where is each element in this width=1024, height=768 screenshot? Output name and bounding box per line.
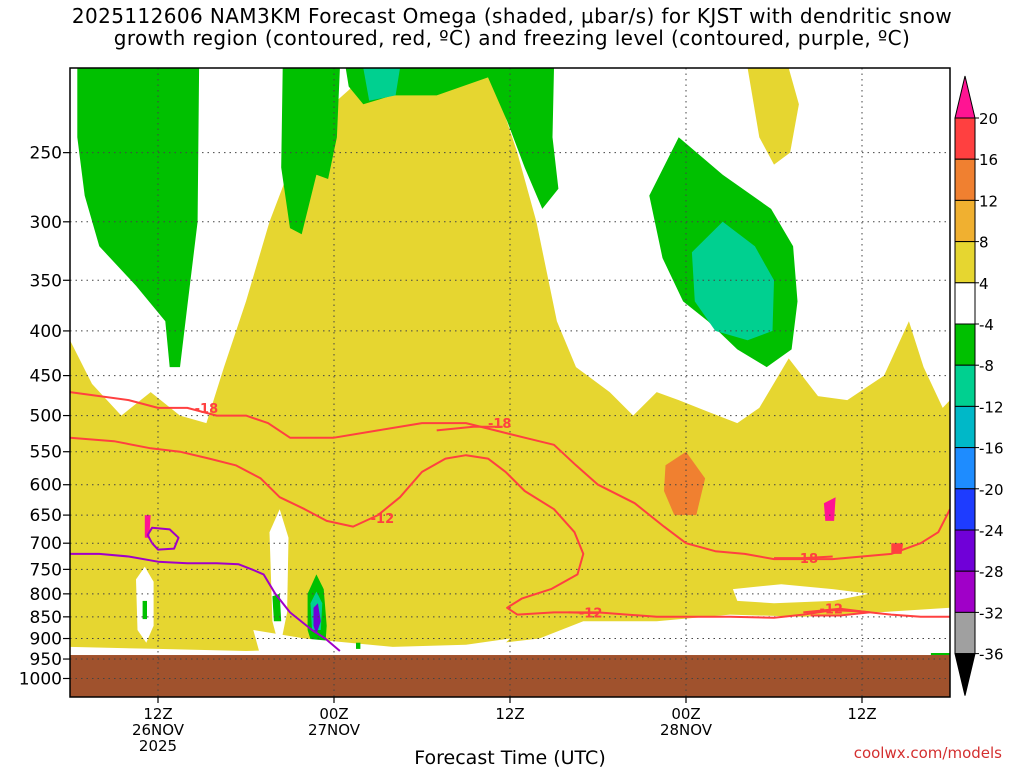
contour-label-3: -12 xyxy=(371,512,395,527)
y-tick-label-7: 600 xyxy=(30,476,62,496)
colorbar-segment-10 xyxy=(954,529,976,572)
colorbar-label-5: -4 xyxy=(979,316,994,334)
contour-line-5 xyxy=(803,607,871,617)
colorbar-segment-12 xyxy=(954,611,976,655)
x-tick-label-2-0: 12Z xyxy=(495,705,524,723)
y-tick-label-9: 700 xyxy=(30,534,62,554)
colorbar-segment-3 xyxy=(954,241,976,284)
y-tick-label-13: 900 xyxy=(30,630,62,650)
colorbar-label-11: -28 xyxy=(979,563,1004,581)
shaded-region-22 xyxy=(664,451,706,516)
colorbar-label-2: 12 xyxy=(979,192,998,210)
shaded-region-26 xyxy=(356,642,361,649)
y-tick-label-15: 1000 xyxy=(19,669,62,689)
x-tick-label-0-0: 12Z xyxy=(143,705,172,723)
shaded-region-8 xyxy=(345,68,559,209)
shaded-region-18 xyxy=(313,603,321,635)
x-tick-label-4-0: 12Z xyxy=(847,705,876,723)
colorbar-label-13: -36 xyxy=(979,646,1004,664)
y-tick-label-6: 550 xyxy=(30,443,62,463)
contour-line-1 xyxy=(436,425,503,432)
grid-layer xyxy=(70,68,950,697)
y-tick-label-4: 450 xyxy=(30,367,62,387)
colorbar-top-cap xyxy=(954,75,976,119)
colorbar-label-4: 4 xyxy=(979,275,989,293)
shaded-region-7 xyxy=(281,68,340,235)
colorbar: 20 16 12 8 4 -4 -8 -12 -16 -20 -24 -28 -32 -36 xyxy=(954,75,1004,696)
shaded-region-11 xyxy=(363,68,400,101)
contour-line-2 xyxy=(774,555,833,560)
x-tick-label-0-1: 26NOV xyxy=(132,721,185,739)
shaded-region-13 xyxy=(142,600,147,620)
colorbar-segment-2 xyxy=(954,199,976,243)
y-axis: 2503003504004505005506006507007508008509… xyxy=(19,144,70,689)
colorbar-segment-7 xyxy=(954,405,976,449)
y-tick-label-14: 950 xyxy=(30,650,62,670)
colorbar-segment-1 xyxy=(954,158,976,201)
x-axis-label: Forecast Time (UTC) xyxy=(414,747,605,768)
credit-link[interactable]: coolwx.com/models xyxy=(853,744,1002,762)
x-tick-label-3-0: 00Z xyxy=(671,705,700,723)
contour-layer: -18 -18 -18 -12 -12 -12 xyxy=(70,391,950,652)
colorbar-label-6: -8 xyxy=(979,357,994,375)
chart-title-line-2: growth region (contoured, red, ºC) and f… xyxy=(113,26,911,50)
colorbar-label-1: 16 xyxy=(979,151,998,169)
colorbar-label-8: -16 xyxy=(979,440,1004,458)
shaded-region-10 xyxy=(691,221,774,341)
colorbar-label-9: -20 xyxy=(979,481,1004,499)
colorbar-bottom-cap xyxy=(954,653,976,696)
contour-label-1: -18 xyxy=(488,417,512,432)
contour-line-3 xyxy=(70,436,950,619)
colorbar-segment-0 xyxy=(954,117,976,160)
chart-title-line-1: 2025112606 NAM3KM Forecast Omega (shaded… xyxy=(71,4,953,28)
y-tick-label-1: 300 xyxy=(30,213,62,233)
shaded-region-24 xyxy=(253,630,511,657)
colorbar-label-10: -24 xyxy=(979,522,1004,540)
y-tick-label-11: 800 xyxy=(30,585,62,605)
shaded-region-23 xyxy=(732,584,870,604)
y-tick-label-3: 400 xyxy=(30,322,62,342)
shaded-region-6 xyxy=(77,68,200,368)
colorbar-segment-5 xyxy=(954,323,976,366)
contour-line-6 xyxy=(70,552,341,652)
colorbar-segment-11 xyxy=(954,570,976,613)
colorbar-segment-6 xyxy=(954,364,976,407)
x-tick-label-3-1: 28NOV xyxy=(660,721,713,739)
colorbar-segment-8 xyxy=(954,447,976,490)
y-tick-label-12: 850 xyxy=(30,608,62,628)
contour-line-7 xyxy=(146,526,180,551)
shaded-region-15 xyxy=(272,593,282,622)
colorbar-label-7: -12 xyxy=(979,398,1004,416)
contour-line-4 xyxy=(568,611,599,615)
y-tick-label-2: 350 xyxy=(30,271,62,291)
colorbar-segment-9 xyxy=(954,488,976,531)
shaded-region-20 xyxy=(823,497,836,521)
y-tick-label-8: 650 xyxy=(30,506,62,526)
x-tick-label-1-0: 00Z xyxy=(319,705,348,723)
x-tick-label-1-1: 27NOV xyxy=(308,721,361,739)
contour-label-5: -12 xyxy=(819,603,843,618)
colorbar-segment-4 xyxy=(954,282,976,325)
contour-line-0 xyxy=(70,391,950,561)
contour-label-4: -12 xyxy=(579,606,603,621)
x-tick-label-0-2: 2025 xyxy=(139,737,177,755)
contour-label-2: -18 xyxy=(795,552,819,567)
shaded-region-5 xyxy=(747,68,799,165)
y-tick-label-10: 750 xyxy=(30,560,62,580)
colorbar-label-0: 20 xyxy=(979,110,998,128)
colorbar-label-12: -32 xyxy=(979,604,1004,622)
y-tick-label-5: 500 xyxy=(30,407,62,427)
colorbar-label-3: 8 xyxy=(979,234,989,252)
y-tick-label-0: 250 xyxy=(30,144,62,164)
contour-label-0: -18 xyxy=(195,402,219,417)
